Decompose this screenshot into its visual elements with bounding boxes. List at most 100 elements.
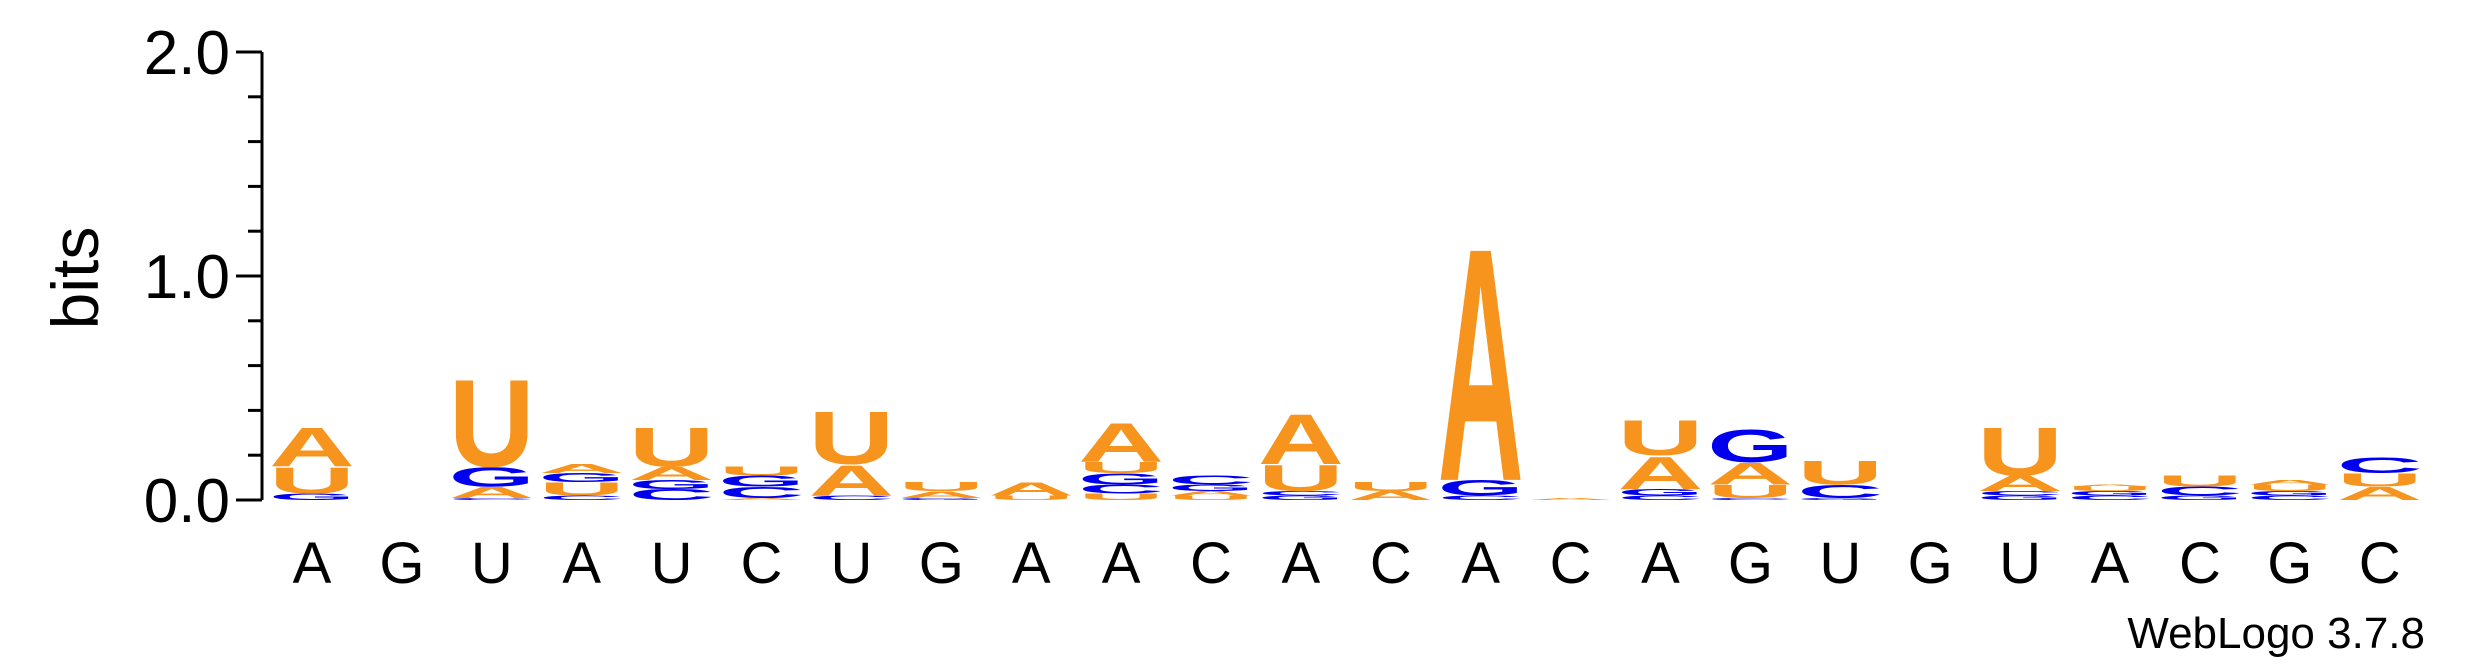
x-tick-label: C [1190, 531, 1232, 596]
svg-text:U: U [539, 479, 625, 500]
logo-letter-A: A [719, 497, 805, 500]
x-tick-label: G [2267, 531, 2312, 596]
logo-letter-C: C [719, 484, 805, 501]
logo-letter-C: C [1707, 497, 1793, 500]
y-axis-label: bits [38, 227, 112, 330]
x-tick-label: A [1012, 531, 1051, 596]
svg-text:U: U [2247, 483, 2333, 493]
logo-letter-C: C [2337, 454, 2423, 478]
svg-text:C: C [1977, 490, 2063, 497]
logo-letter-C: C [1078, 482, 1164, 496]
svg-text:C: C [1258, 490, 1344, 497]
logo-letter-G: G [1078, 470, 1164, 487]
svg-text:G: G [1977, 494, 2063, 501]
x-tick-label: A [1641, 531, 1680, 596]
x-tick-label: U [471, 531, 513, 596]
svg-text:G: G [1078, 470, 1164, 487]
logo-letter-U: U [2247, 483, 2333, 493]
svg-text:C: C [1707, 497, 1793, 500]
x-tick-label: A [1461, 531, 1500, 596]
svg-text:G: G [629, 478, 715, 492]
svg-text:U: U [449, 354, 535, 493]
svg-text:C: C [1618, 494, 1704, 501]
logo-letter-U: U [1078, 492, 1164, 502]
logo-letter-G: G [1438, 476, 1524, 500]
x-tick-label: A [1282, 531, 1321, 596]
svg-text:A: A [719, 497, 805, 500]
logo-letter-A: A [1258, 399, 1344, 479]
logo-letter-A: A [808, 456, 894, 505]
logo-letter-C: C [1438, 494, 1524, 501]
svg-text:U: U [719, 464, 805, 478]
svg-text:G: G [2157, 494, 2243, 501]
logo-letter-A: A [449, 484, 535, 501]
logo-letter-U: U [1258, 457, 1344, 499]
svg-text:C: C [539, 494, 625, 501]
svg-text:U: U [269, 459, 355, 501]
logo-letter-U: U [1168, 494, 1254, 501]
svg-text:C: C [808, 494, 894, 501]
logo-letter-C: C [1618, 494, 1704, 501]
x-tick-label: U [830, 531, 872, 596]
y-axis: 0.0 1.0 2.0 [144, 19, 264, 536]
svg-text:A: A [629, 463, 715, 484]
svg-text:G: G [898, 497, 984, 501]
svg-text:U: U [1977, 413, 2063, 490]
svg-text:G: G [1258, 494, 1344, 501]
svg-text:G: G [1438, 476, 1524, 500]
svg-text:U: U [1707, 481, 1793, 502]
svg-text:U: U [1797, 453, 1883, 491]
x-tick-label: A [1102, 531, 1141, 596]
logo-letter-C: C [2247, 494, 2333, 501]
logo-letter-G: G [1977, 494, 2063, 501]
svg-text:A: A [1348, 489, 1434, 503]
x-tick-label: U [651, 531, 693, 596]
svg-text:U: U [1258, 457, 1344, 499]
logo-letter-A: A [1528, 497, 1614, 500]
y-tick-label: 2.0 [144, 19, 230, 88]
svg-text:U: U [898, 480, 984, 494]
logo-letter-U: U [1618, 410, 1704, 466]
logo-letter-G: G [898, 497, 984, 501]
x-tick-label: U [1819, 531, 1861, 596]
svg-text:G: G [2247, 490, 2333, 497]
logo-letter-U: U [269, 459, 355, 501]
svg-text:G: G [719, 473, 805, 490]
svg-text:A: A [988, 479, 1074, 500]
svg-text:A: A [898, 489, 984, 499]
svg-text:A: A [1618, 447, 1704, 499]
logo-letter-A: A [539, 462, 625, 476]
logo-letter-U: U [1078, 459, 1164, 476]
svg-text:C: C [1168, 473, 1254, 487]
svg-text:C: C [2157, 484, 2243, 498]
logo-letter-U: U [898, 480, 984, 494]
svg-text:G: G [269, 492, 355, 502]
x-tick-label: C [1370, 531, 1412, 596]
y-tick-label: 0.0 [144, 467, 230, 536]
logo-letter-G: G [629, 478, 715, 492]
x-tick-label: C [2179, 531, 2221, 596]
svg-text:A: A [2247, 479, 2333, 486]
logo-letter-C: C [1168, 473, 1254, 487]
logo-letter-G: G [2157, 494, 2243, 501]
logo-letter-A: A [1078, 411, 1164, 474]
svg-text:A: A [539, 462, 625, 476]
logo-letter-A: A [2247, 479, 2333, 486]
svg-text:C: C [629, 486, 715, 503]
logo-letter-G: G [2247, 490, 2333, 497]
logo-letter-U: U [2157, 472, 2243, 489]
logo-letter-A: A [2337, 483, 2423, 504]
logo-letter-C: C [808, 494, 894, 501]
svg-text:A: A [449, 484, 535, 501]
svg-text:A: A [1258, 399, 1344, 479]
logo-letter-A: A [1618, 447, 1704, 499]
svg-text:G: G [449, 462, 535, 493]
logo-letter-C: C [449, 497, 535, 500]
logo-letter-U: U [1977, 413, 2063, 490]
svg-text:A: A [1168, 490, 1254, 497]
svg-text:A: A [1707, 456, 1793, 491]
svg-text:C: C [719, 484, 805, 501]
